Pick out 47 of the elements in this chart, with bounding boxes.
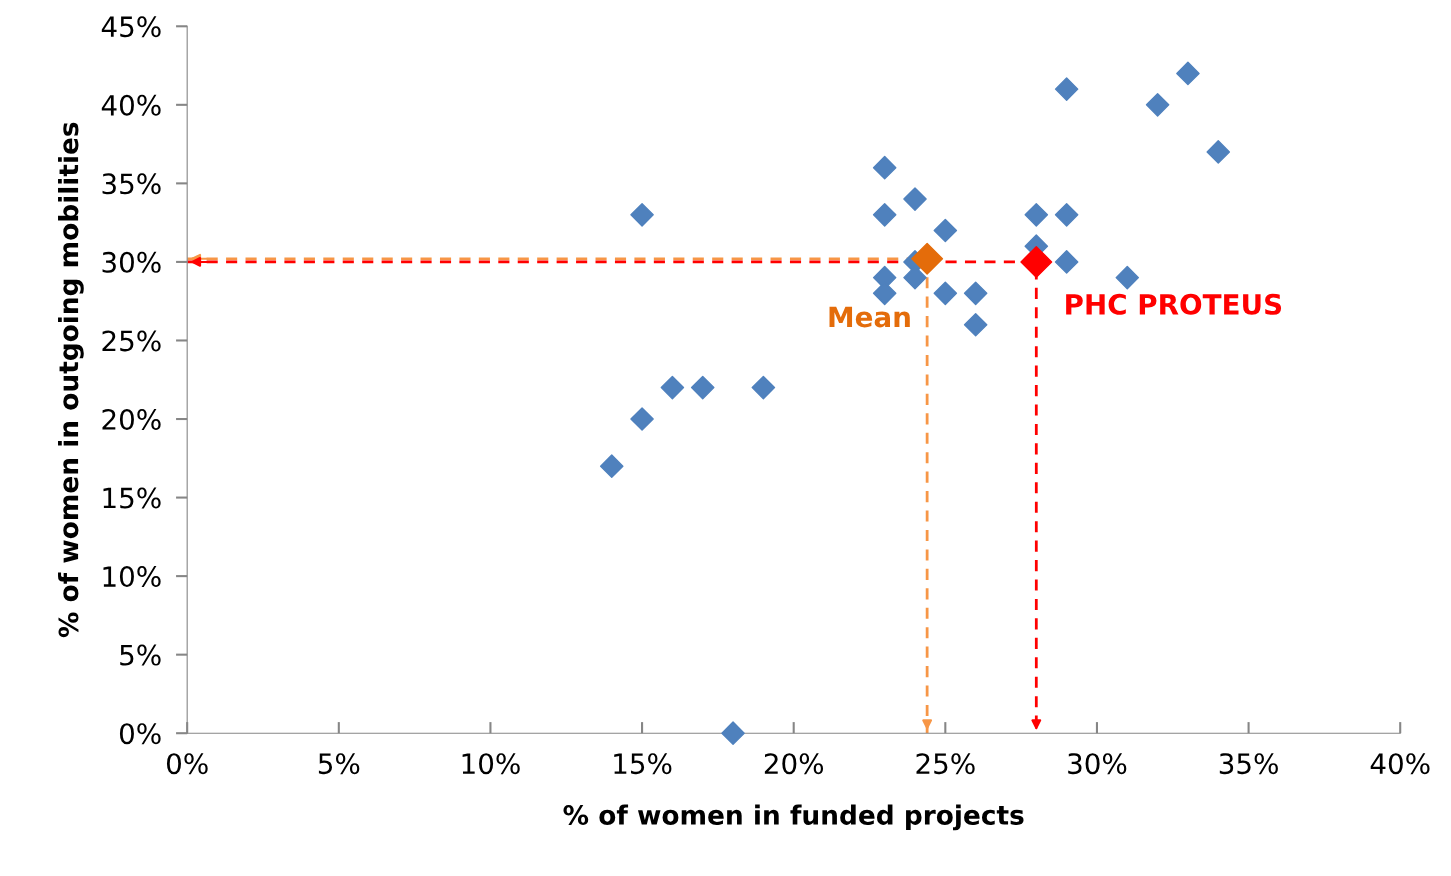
series-label: Mean [829,306,910,328]
y-axis-title: % of women in outgoing mobilities [58,122,84,638]
y-tick-label: 5% [120,644,161,666]
x-tick-label: 20% [764,753,824,775]
point [660,375,685,400]
y-tick-label: 30% [102,251,161,273]
point [1054,250,1079,274]
point [1176,61,1200,86]
y-tick-label: 35% [102,173,161,195]
point [1145,93,1170,117]
y-tick-label: 15% [103,487,161,509]
point [1054,202,1079,227]
x-tick-label: 10% [462,753,520,775]
point [933,281,958,306]
point [1206,140,1231,164]
point [1020,245,1053,278]
point [963,281,988,306]
point [721,721,745,746]
x-tick-label: 30% [1068,753,1127,775]
y-tick-label: 20% [102,408,161,430]
y-tick-label: 25% [102,330,161,352]
point [933,218,958,243]
point [911,242,944,275]
y-tick-label: 0% [119,723,161,745]
point [1115,265,1140,290]
x-tick-label: 5% [318,753,360,775]
x-axis-title: % of women in funded projects [563,804,1024,831]
y-tick-label: 40% [101,94,161,116]
series-label: PHC PROTEUS [1066,293,1282,315]
y-tick-label: 45% [101,16,161,38]
point [1054,77,1079,101]
x-tick-label: 15% [614,753,672,775]
point [1024,202,1049,227]
point [872,202,897,227]
x-tick-label: 35% [1219,753,1278,775]
x-tick-label: 25% [916,753,975,775]
point [872,155,897,180]
point [963,312,988,337]
point [630,407,654,431]
y-tick-label: 10% [103,566,161,588]
point [630,202,654,227]
point [690,375,715,400]
point [903,187,927,211]
x-tick-label: 40% [1370,753,1430,775]
x-tick-label: 0% [166,753,208,775]
point [599,454,624,478]
point [751,375,776,400]
